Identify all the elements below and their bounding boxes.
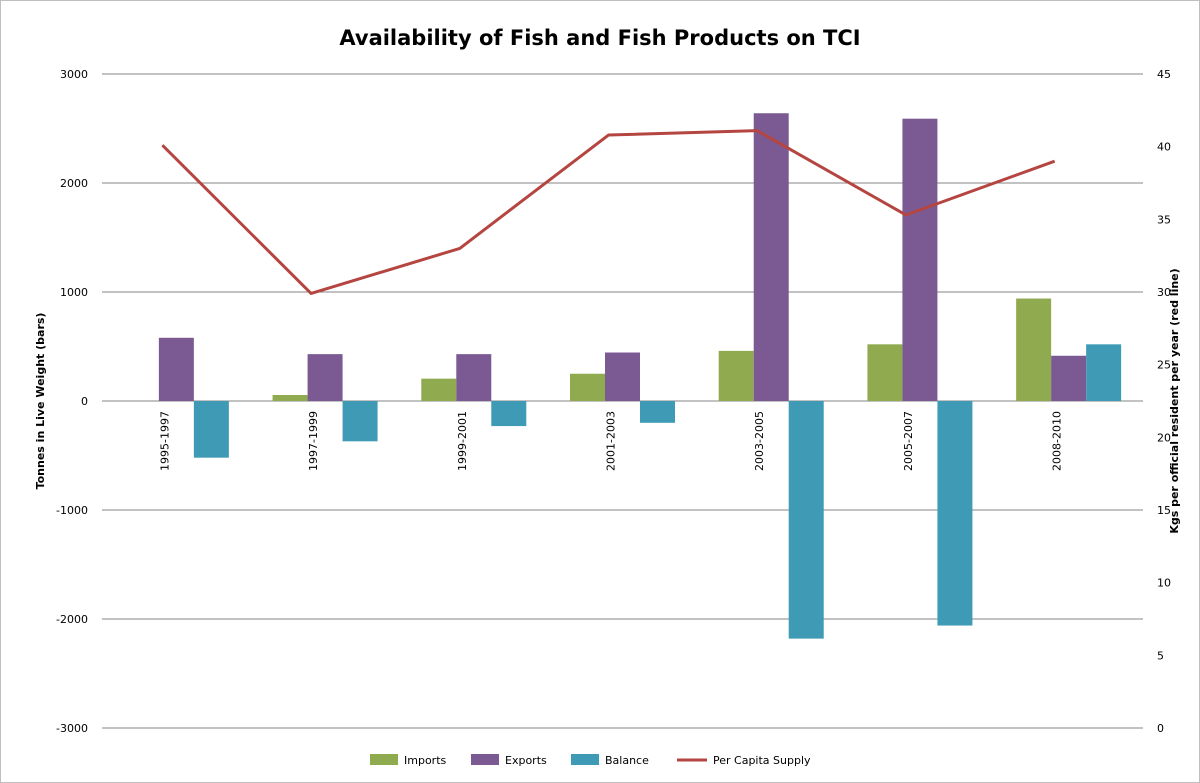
y-tick-label: -1000 bbox=[56, 504, 88, 517]
category-label: 2001-2003 bbox=[605, 411, 618, 471]
y2-tick-label: 10 bbox=[1157, 577, 1171, 590]
bar-exports bbox=[456, 354, 492, 401]
bar-exports bbox=[307, 354, 343, 401]
category-label: 2003-2005 bbox=[753, 411, 766, 471]
y2-tick-label: 25 bbox=[1157, 359, 1171, 372]
bar-balance bbox=[788, 401, 824, 639]
legend-label: Per Capita Supply bbox=[713, 754, 811, 767]
y2-tick-label: 30 bbox=[1157, 286, 1171, 299]
chart-title: Availability of Fish and Fish Products o… bbox=[339, 26, 860, 50]
y2-tick-label: 20 bbox=[1157, 431, 1171, 444]
bar-imports bbox=[867, 344, 903, 401]
bar-balance bbox=[193, 401, 229, 458]
bar-balance bbox=[640, 401, 675, 423]
y2-tick-label: 15 bbox=[1157, 504, 1171, 517]
y2-axis-ticks: 45 40 35 30 25 20 15 10 5 0 bbox=[1157, 68, 1171, 735]
category-label: 2005-2007 bbox=[902, 411, 915, 471]
bar-exports bbox=[1051, 355, 1087, 401]
bar-exports bbox=[902, 118, 938, 401]
y-tick-label: -3000 bbox=[56, 722, 88, 735]
legend-swatch bbox=[571, 754, 599, 765]
bar-imports bbox=[1016, 298, 1052, 401]
legend-label: Balance bbox=[605, 754, 649, 767]
y-tick-label: 2000 bbox=[60, 177, 88, 190]
legend-label: Imports bbox=[404, 754, 447, 767]
bar-balance bbox=[491, 401, 527, 427]
y2-tick-label: 0 bbox=[1157, 722, 1164, 735]
per-capita-supply-line bbox=[161, 129, 1056, 295]
legend-swatch bbox=[471, 754, 499, 765]
bar-exports bbox=[158, 337, 194, 401]
y-tick-label: 1000 bbox=[60, 286, 88, 299]
y2-tick-label: 5 bbox=[1157, 649, 1164, 662]
bar-balance bbox=[937, 401, 973, 626]
bar-balance bbox=[1086, 344, 1122, 401]
y-tick-label: -2000 bbox=[56, 613, 88, 626]
category-label: 1997-1999 bbox=[307, 411, 320, 471]
bar-imports bbox=[272, 395, 308, 401]
bar-imports bbox=[718, 350, 754, 401]
bar-exports bbox=[753, 113, 789, 402]
legend: Imports Exports Balance Per Capita Supply bbox=[370, 754, 811, 767]
category-labels: 1995-1997 1997-1999 1999-2001 2001-2003 2003… bbox=[158, 411, 1063, 471]
y2-tick-label: 45 bbox=[1157, 68, 1171, 81]
y2-axis-title: Kgs per official resident per year (red … bbox=[1168, 268, 1181, 533]
bar-balance bbox=[342, 401, 378, 442]
bar-exports bbox=[605, 352, 640, 401]
category-label: 1995-1997 bbox=[158, 411, 171, 471]
y-axis-ticks: 3000 2000 1000 0 -1000 -2000 -3000 bbox=[56, 68, 88, 735]
bar-imports bbox=[421, 378, 457, 401]
bar-imports bbox=[570, 373, 605, 401]
y2-tick-label: 40 bbox=[1157, 141, 1171, 154]
legend-swatch bbox=[370, 754, 398, 765]
y-tick-label: 3000 bbox=[60, 68, 88, 81]
per-capita-line-group bbox=[161, 129, 1056, 295]
category-label: 1999-2001 bbox=[456, 411, 469, 471]
y-axis-title: Tonnes in Live Weight (bars) bbox=[34, 313, 47, 490]
y2-tick-label: 35 bbox=[1157, 213, 1171, 226]
legend-label: Exports bbox=[505, 754, 547, 767]
category-label: 2008-2010 bbox=[1051, 411, 1064, 471]
y-tick-label: 0 bbox=[81, 395, 88, 408]
bars bbox=[158, 113, 1122, 639]
